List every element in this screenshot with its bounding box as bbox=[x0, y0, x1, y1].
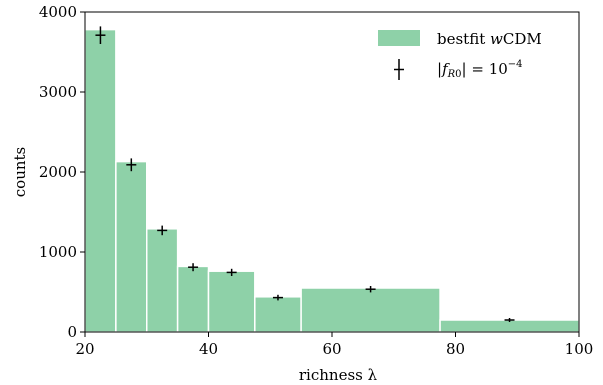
legend-marker-points bbox=[394, 59, 404, 80]
x-axis-label: richness λ bbox=[299, 366, 378, 384]
data-point-1 bbox=[126, 158, 137, 172]
y-tick-label-4000: 4000 bbox=[39, 3, 77, 21]
data-point-4 bbox=[226, 268, 237, 276]
y-tick-label-0: 0 bbox=[67, 323, 77, 341]
legend-label-points: |fR0| = 10−4 bbox=[437, 59, 523, 80]
histogram-bar-5 bbox=[254, 296, 302, 333]
x-tick-label-80: 80 bbox=[446, 340, 465, 358]
x-tick-label-100: 100 bbox=[565, 340, 594, 358]
x-axis-ticks: 20 40 60 80 100 bbox=[75, 332, 593, 358]
histogram-bar-3 bbox=[176, 265, 210, 333]
y-axis-ticks: 0 1000 2000 3000 4000 bbox=[39, 3, 85, 341]
data-point-2 bbox=[157, 225, 168, 236]
data-points bbox=[95, 26, 515, 322]
histogram-bar-0 bbox=[84, 28, 117, 333]
x-tick-label-20: 20 bbox=[75, 340, 94, 358]
y-tick-label-2000: 2000 bbox=[39, 163, 77, 181]
x-tick-label-60: 60 bbox=[322, 340, 341, 358]
data-point-0 bbox=[95, 26, 106, 44]
data-point-7 bbox=[504, 318, 515, 322]
data-point-3 bbox=[188, 263, 199, 272]
data-point-6 bbox=[365, 286, 376, 293]
x-tick-label-40: 40 bbox=[199, 340, 218, 358]
histogram-bar-2 bbox=[146, 228, 179, 333]
legend-label-histogram: bestfit wCDM bbox=[437, 30, 542, 48]
y-tick-label-1000: 1000 bbox=[39, 243, 77, 261]
y-axis-label: counts bbox=[11, 147, 29, 197]
histogram-bar-4 bbox=[207, 270, 256, 333]
histogram-bar-1 bbox=[115, 160, 148, 333]
data-point-5 bbox=[272, 294, 283, 301]
legend: bestfit wCDM |fR0| = 10−4 bbox=[378, 30, 542, 80]
y-tick-label-3000: 3000 bbox=[39, 83, 77, 101]
histogram-bar-6 bbox=[300, 287, 441, 333]
legend-swatch-histogram bbox=[378, 30, 420, 46]
